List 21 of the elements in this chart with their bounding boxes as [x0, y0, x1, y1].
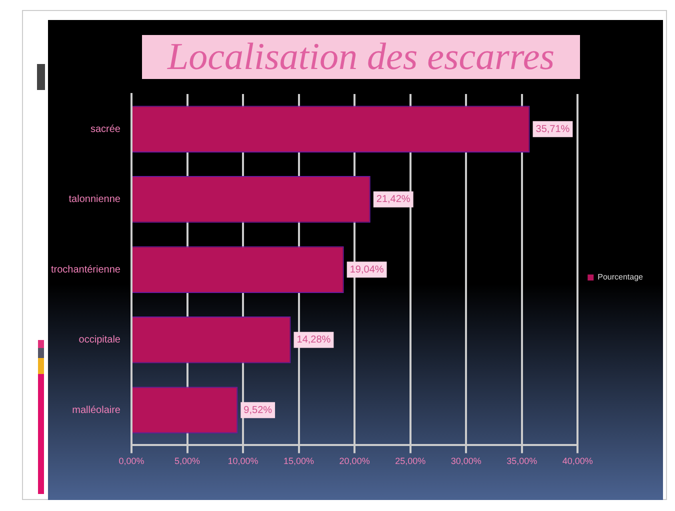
chart-title: Localisation des escarres: [142, 35, 580, 79]
x-tick-label: 5,00%: [174, 456, 200, 466]
y-tick-label: sacrée: [90, 124, 121, 135]
x-tick-label: 15,00%: [284, 456, 314, 466]
data-label: 14,28%: [296, 334, 331, 346]
x-tick-label: 10,00%: [228, 456, 258, 466]
data-label: 35,71%: [536, 124, 570, 135]
data-label: 19,04%: [350, 264, 384, 276]
y-tick-label: occipitale: [78, 334, 121, 346]
x-tick-label: 25,00%: [395, 456, 426, 466]
y-tick-label: trochantérienne: [50, 264, 121, 276]
x-tick-label: 35,00%: [506, 456, 538, 466]
x-tick-label: 40,00%: [562, 456, 593, 466]
y-tick-label: malléolaire: [72, 404, 121, 416]
x-tick-label: 30,00%: [450, 456, 482, 466]
data-label: 9,52%: [244, 404, 272, 416]
data-label: 21,42%: [376, 194, 410, 206]
y-tick-label: talonnienne: [68, 194, 121, 206]
x-tick-label: 0,00%: [118, 456, 144, 466]
legend-label: Pourcentage: [598, 272, 644, 282]
x-tick-label: 20,00%: [339, 456, 370, 466]
